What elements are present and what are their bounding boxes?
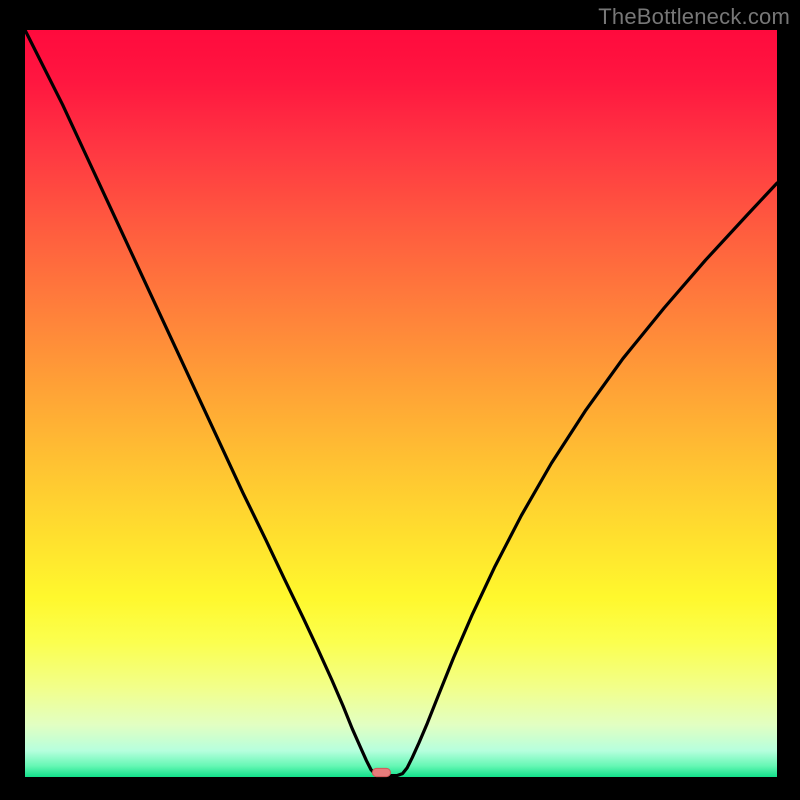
chart-container: TheBottleneck.com: [0, 0, 800, 800]
plot-background: [25, 30, 777, 777]
optimal-point-marker: [372, 768, 390, 776]
watermark-text: TheBottleneck.com: [598, 4, 790, 30]
bottleneck-chart: [0, 0, 800, 800]
